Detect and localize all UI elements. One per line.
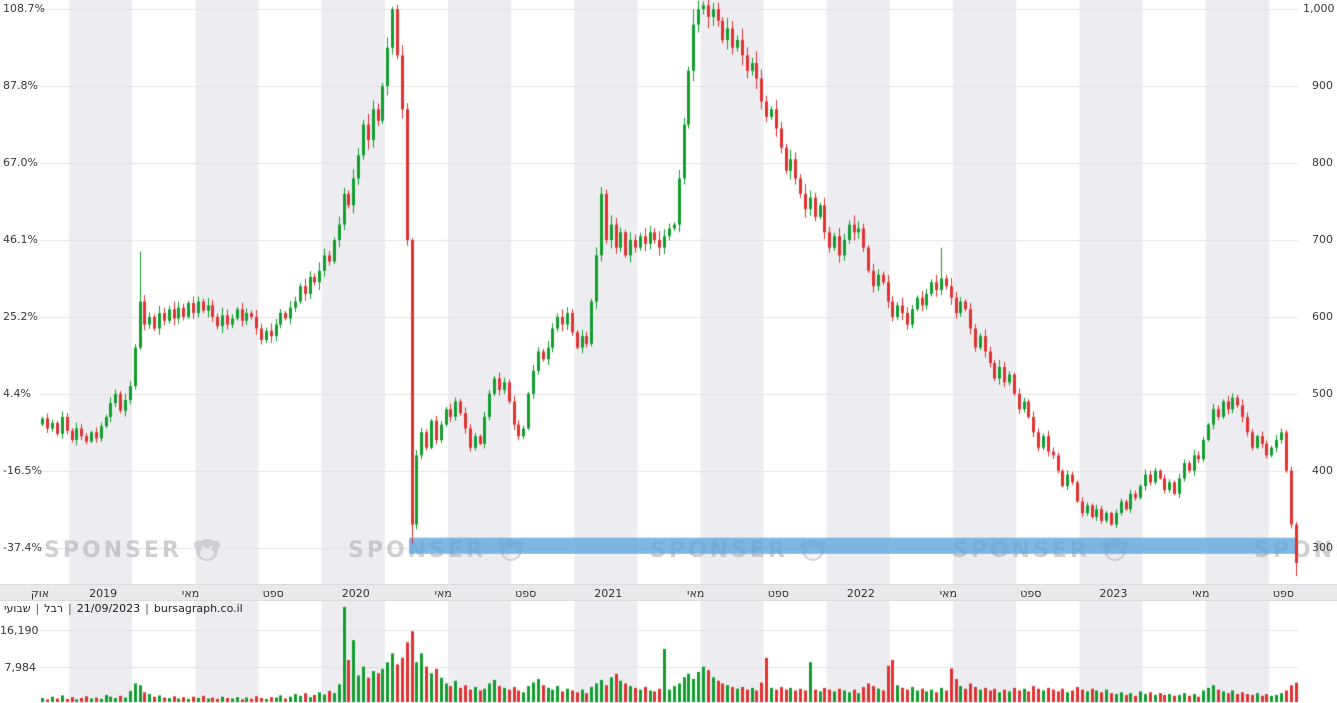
y-axis-percent-label: -16.5% xyxy=(3,463,42,477)
status-separator: | xyxy=(145,602,149,615)
y-axis-price-label: 600 xyxy=(1312,309,1333,323)
status-timeframe: שבועי xyxy=(4,602,31,615)
y-axis-percent-label: 25.2% xyxy=(3,309,38,323)
x-axis-tick-label: אוק xyxy=(30,587,50,600)
volume-axis-label: 7,984 xyxy=(4,660,37,674)
x-axis-tick-label: 2019 xyxy=(89,587,118,600)
status-source: bursagraph.co.il xyxy=(153,602,243,615)
y-axis-percent-label: 46.1% xyxy=(3,233,38,246)
x-axis-strip xyxy=(0,584,1337,601)
y-axis-percent-label: 67.0% xyxy=(3,156,38,170)
status-separator: | xyxy=(35,602,40,615)
x-axis-tick-label: 2021 xyxy=(594,587,623,600)
x-axis-tick-label: ספט xyxy=(262,587,284,600)
x-axis-tick-label: מאי xyxy=(181,587,200,600)
x-axis-tick-label: ספט xyxy=(1272,587,1294,600)
status-date: 21/09/2023 xyxy=(76,602,141,615)
y-axis-percent-label: 108.7% xyxy=(3,2,45,16)
y-axis-price-label: 500 xyxy=(1312,386,1333,400)
status-bar: שבועי | רבל | 21/09/2023 | bursagraph.co… xyxy=(4,602,243,615)
status-separator: | xyxy=(68,602,72,615)
x-axis-tick-label: ספט xyxy=(767,587,789,600)
x-axis-tick-label: מאי xyxy=(1192,587,1210,600)
y-axis-percent-label: 87.8% xyxy=(3,79,38,93)
status-symbol: רבל xyxy=(44,602,64,615)
x-axis-tick-label: מאי xyxy=(939,587,957,600)
x-axis-tick-label: 2022 xyxy=(846,587,875,600)
y-axis-percent-label: 4.4% xyxy=(3,386,31,400)
x-axis-tick-label: מאי xyxy=(434,587,452,600)
x-axis-tick-label: 2023 xyxy=(1099,587,1128,600)
y-axis-price-label: 700 xyxy=(1312,233,1333,246)
y-axis-price-label: 900 xyxy=(1312,79,1333,93)
x-axis-tick-label: ספט xyxy=(1020,587,1042,600)
x-axis-tick-label: ספט xyxy=(515,587,537,600)
volume-axis-label: 16,190 xyxy=(0,624,39,638)
x-axis-tick-label: מאי xyxy=(687,587,705,600)
y-axis-percent-label: -37.4% xyxy=(3,540,42,554)
y-axis-price-label: 800 xyxy=(1312,156,1333,170)
y-axis-price-label: 1,000 xyxy=(1303,2,1335,16)
y-axis-price-label: 400 xyxy=(1312,463,1333,477)
y-axis-price-label: 300 xyxy=(1312,540,1333,554)
x-axis-tick-label: 2020 xyxy=(341,587,370,600)
